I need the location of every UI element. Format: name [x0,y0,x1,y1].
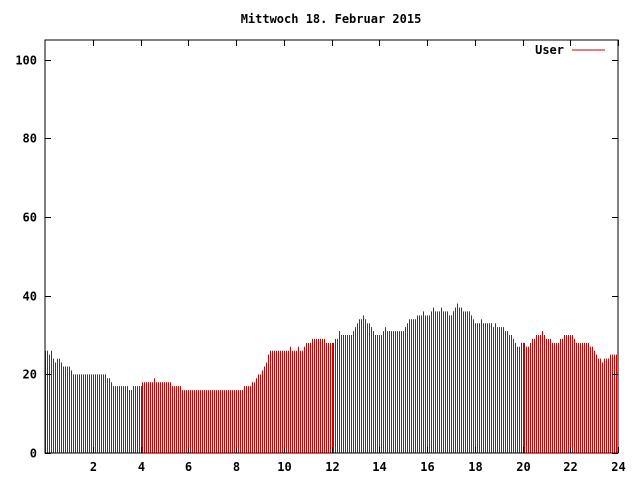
y-tick-label: 0 [30,447,37,461]
y-tick-label: 40 [23,290,37,304]
x-tick-label: 10 [277,460,291,474]
x-tick-label: 12 [325,460,339,474]
x-tick-label: 6 [185,460,192,474]
legend-label: User [535,43,564,57]
x-tick-label: 4 [138,460,145,474]
y-tick-label: 80 [23,132,37,146]
x-tick-label: 14 [372,460,386,474]
y-tick-label: 60 [23,211,37,225]
x-tick-label: 18 [468,460,482,474]
x-tick-label: 16 [420,460,434,474]
chart-title: Mittwoch 18. Februar 2015 [241,12,422,26]
x-tick-label: 24 [611,460,625,474]
bars-group [45,303,617,453]
y-tick-label: 100 [15,54,37,68]
plot-frame [44,39,619,454]
y-tick-label: 20 [23,368,37,382]
x-tick-label: 20 [516,460,530,474]
x-tick-label: 2 [90,460,97,474]
x-tick-label: 8 [233,460,240,474]
x-tick-label: 22 [563,460,577,474]
legend: User [535,43,605,57]
